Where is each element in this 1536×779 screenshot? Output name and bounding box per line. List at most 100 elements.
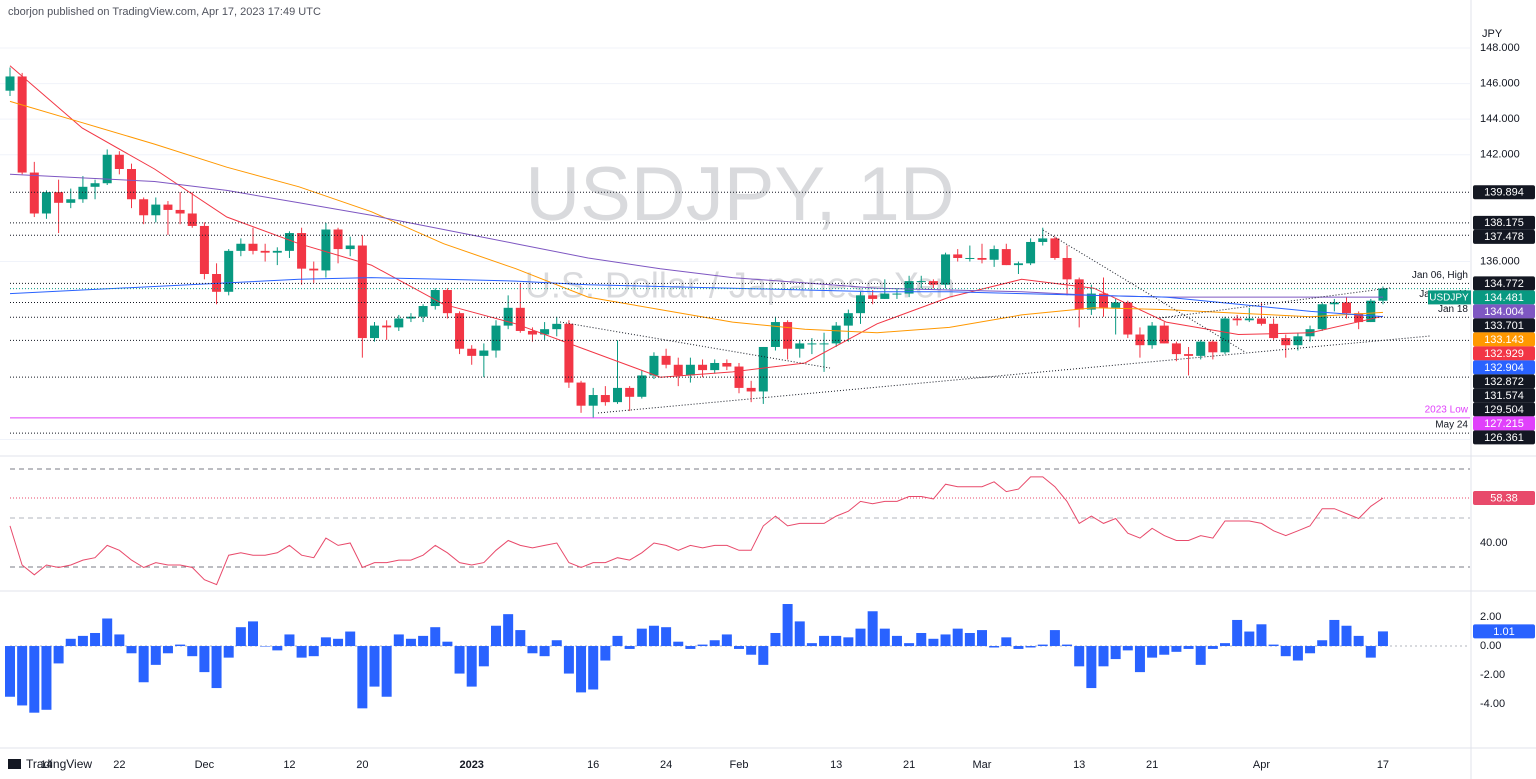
histogram-bar [1049, 630, 1060, 647]
x-tick-label: Dec [195, 759, 215, 771]
histogram-bar [357, 646, 368, 709]
candle-body [224, 250, 234, 292]
histogram-bar [1013, 646, 1024, 649]
level-note: Jan 06, High [1412, 270, 1468, 281]
histogram-bar [223, 646, 234, 658]
candle-body [1159, 325, 1169, 344]
price-label: 131.574 [1484, 390, 1524, 402]
x-tick-label: 2023 [459, 759, 483, 771]
trend-line [597, 335, 1431, 414]
histogram-bar [1377, 631, 1388, 647]
candle-body [746, 387, 756, 392]
histogram-bar [867, 611, 878, 647]
candle-body [977, 257, 987, 260]
candle-body [770, 322, 780, 347]
price-label-box [1473, 374, 1535, 389]
histogram-bar [17, 646, 28, 706]
value-label: 1.01 [1493, 626, 1514, 638]
price-label-box [1473, 346, 1535, 361]
histogram-bar [1098, 646, 1109, 667]
histogram-bar [381, 646, 392, 697]
candle-body [625, 387, 635, 397]
moving-average [9, 100, 1384, 334]
candle-body [1329, 302, 1339, 305]
candle-body [102, 154, 112, 184]
histogram-bar [879, 628, 890, 647]
histogram-bar [782, 604, 793, 647]
y-tick-label: 146.000 [1480, 77, 1520, 89]
candle-body [1184, 354, 1194, 356]
candle-body [1220, 318, 1230, 353]
candle-body [953, 254, 963, 258]
candle-body [1378, 288, 1388, 301]
histogram-bar [952, 628, 963, 647]
candle-body [114, 154, 124, 169]
histogram-bar [977, 630, 987, 647]
histogram-bar [272, 646, 283, 651]
candle-body [406, 316, 416, 319]
candle-body [965, 257, 975, 259]
histogram-bar [175, 644, 186, 647]
candle-body [309, 268, 319, 271]
candle-body [685, 364, 695, 376]
histogram-bar [1110, 646, 1121, 660]
candle-body [199, 225, 209, 275]
histogram-bar [405, 638, 416, 647]
candle-body [868, 295, 878, 299]
candle-body [284, 233, 294, 251]
rsi-line [9, 476, 1384, 586]
candle-body [880, 293, 890, 299]
candle-body [600, 395, 610, 403]
histogram-bar [673, 641, 684, 647]
candle-body [151, 204, 161, 216]
x-tick-label: 24 [660, 759, 672, 771]
candle-body [272, 250, 282, 253]
price-label: 137.478 [1484, 231, 1524, 243]
x-tick-label: 12 [283, 759, 295, 771]
histogram-bar [685, 646, 696, 649]
candle-body [515, 307, 525, 331]
histogram-bar [648, 625, 659, 647]
candle-body [843, 313, 853, 326]
candle-body [78, 186, 88, 200]
histogram-bar [1220, 643, 1230, 647]
candle-body [1001, 249, 1011, 266]
candle-body [552, 323, 562, 330]
price-label-box [1473, 360, 1535, 375]
candle-body [892, 293, 902, 295]
histogram-bar [831, 635, 842, 647]
x-tick-label: 22 [113, 759, 125, 771]
candle-body [527, 330, 537, 335]
price-label: 132.872 [1484, 376, 1524, 388]
value-label-box [1473, 490, 1535, 505]
y-tick-label: 40.00 [1480, 537, 1508, 549]
x-tick-label: 21 [903, 759, 915, 771]
candle-body [856, 295, 865, 314]
candle-body [175, 209, 185, 214]
histogram-bar [53, 646, 64, 664]
candle-body [236, 243, 246, 251]
y-tick-label: -2.00 [1480, 669, 1505, 681]
histogram-bar [563, 646, 574, 674]
histogram-bar [235, 627, 246, 647]
candle-body [1147, 325, 1157, 346]
symbol-tag: USDJPY [1429, 293, 1469, 304]
candle-body [564, 323, 574, 383]
x-tick-label: 21 [1146, 759, 1158, 771]
histogram-bar [1183, 646, 1194, 649]
candle-body [1123, 302, 1133, 335]
y-tick-label: 142.000 [1480, 149, 1520, 161]
currency: JPY [1482, 28, 1503, 40]
trend-line [559, 321, 831, 369]
price-label: 127.215 [1484, 418, 1524, 430]
candle-body [1086, 293, 1096, 310]
candle-body [333, 229, 343, 250]
histogram-bar [491, 625, 501, 647]
histogram-bar [248, 621, 258, 647]
histogram-bar [1195, 646, 1206, 665]
price-label: 134.481 [1484, 292, 1524, 304]
candle-body [1062, 257, 1072, 280]
x-tick-label: Apr [1253, 759, 1270, 771]
histogram-bar [442, 641, 453, 647]
histogram-bar [150, 646, 161, 665]
